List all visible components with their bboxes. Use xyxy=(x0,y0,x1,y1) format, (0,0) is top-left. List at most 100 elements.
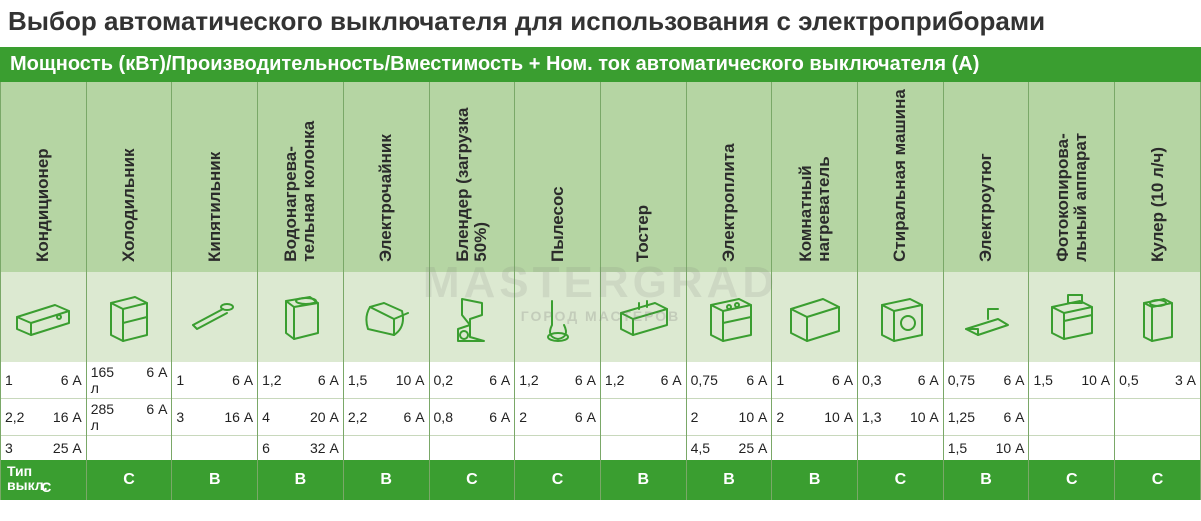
power-value xyxy=(1115,446,1157,450)
current-value xyxy=(1072,415,1114,419)
appliance-icon-cell xyxy=(1029,272,1115,362)
current-value xyxy=(472,446,514,450)
column-header: Холодильник xyxy=(86,82,172,272)
breaker-type: В xyxy=(772,460,858,500)
data-cell xyxy=(1029,436,1115,460)
current-value: 10 А xyxy=(900,407,942,427)
appliance-icon xyxy=(1,289,86,345)
data-cell: 2 10 А xyxy=(686,399,772,436)
current-value: 6 А xyxy=(472,370,514,390)
data-cell xyxy=(1115,399,1201,436)
power-value xyxy=(1115,415,1157,419)
column-label: Стиральная машина xyxy=(891,82,909,262)
type-row-label: Тип выкл. С xyxy=(1,460,87,500)
power-value: 6 xyxy=(258,438,300,458)
appliance-icon xyxy=(1115,289,1200,345)
appliance-icon-cell xyxy=(943,272,1029,362)
current-value: 6 А xyxy=(558,407,600,427)
appliance-icon-cell xyxy=(1,272,87,362)
current-value: 6 А xyxy=(643,370,685,390)
power-value xyxy=(858,446,900,450)
power-value: 2 xyxy=(772,407,814,427)
breaker-type: В xyxy=(600,460,686,500)
power-value: 165 л xyxy=(87,362,129,398)
current-value xyxy=(386,446,428,450)
power-value: 3 xyxy=(1,438,43,458)
breaker-type: С xyxy=(858,460,944,500)
power-value: 1,5 xyxy=(944,438,986,458)
data-cell: 1,5 10 А xyxy=(943,436,1029,460)
data-cell xyxy=(600,436,686,460)
current-value xyxy=(815,446,857,450)
column-label: Кондиционер xyxy=(33,82,53,262)
column-label: Водонагрева- тельная колонка xyxy=(283,82,319,262)
data-cell: 0,75 6 А xyxy=(686,362,772,399)
column-label: Кипятильник xyxy=(205,82,225,262)
breaker-type: С xyxy=(1029,460,1115,500)
appliance-icon xyxy=(430,289,515,345)
column-label: Блендер (загрузка 50%) xyxy=(454,82,490,262)
power-value xyxy=(601,446,643,450)
power-value: 1,5 xyxy=(344,370,386,390)
data-cell: 4 20 А xyxy=(258,399,344,436)
current-value xyxy=(129,446,171,450)
column-header: Тостер xyxy=(600,82,686,272)
page-title: Выбор автоматического выключателя для ис… xyxy=(0,0,1201,47)
data-cell xyxy=(600,399,686,436)
current-value: 6 А xyxy=(472,407,514,427)
data-cell: 1,2 6 А xyxy=(258,362,344,399)
breaker-type: В xyxy=(258,460,344,500)
power-value: 4 xyxy=(258,407,300,427)
data-cell: 4,5 25 А xyxy=(686,436,772,460)
column-label: Тостер xyxy=(633,82,653,262)
current-value: 6 А xyxy=(129,362,171,398)
breaker-type: В xyxy=(943,460,1029,500)
data-cell: 1 6 А xyxy=(172,362,258,399)
column-label: Фотокопирова- льный аппарат xyxy=(1054,82,1090,262)
column-header: Электроутюг xyxy=(943,82,1029,272)
data-cell: 6 32 А xyxy=(258,436,344,460)
appliance-icon-cell xyxy=(86,272,172,362)
appliance-icon xyxy=(344,289,429,345)
power-value: 0,2 xyxy=(430,370,472,390)
column-label: Электроутюг xyxy=(976,82,996,262)
appliance-icon xyxy=(601,289,686,345)
power-value: 0,8 xyxy=(430,407,472,427)
data-cell: 2,2 6 А xyxy=(343,399,429,436)
current-value: 6 А xyxy=(986,370,1028,390)
power-value: 2 xyxy=(515,407,557,427)
column-label: Кулер (10 л/ч) xyxy=(1148,82,1168,262)
appliance-icon-cell xyxy=(1115,272,1201,362)
appliance-icon xyxy=(172,289,257,345)
appliance-icon xyxy=(772,289,857,345)
power-value: 0,75 xyxy=(944,370,986,390)
current-value: 20 А xyxy=(300,407,342,427)
power-value: 1,2 xyxy=(258,370,300,390)
column-header: Кулер (10 л/ч) xyxy=(1115,82,1201,272)
current-value: 6 А xyxy=(815,370,857,390)
breaker-type: В xyxy=(172,460,258,500)
current-value xyxy=(900,446,942,450)
data-cell: 285 л 6 А xyxy=(86,399,172,436)
appliance-icon xyxy=(87,289,172,345)
power-value xyxy=(1029,415,1071,419)
data-cell: 1,25 6 А xyxy=(943,399,1029,436)
column-header: Кондиционер xyxy=(1,82,87,272)
current-value xyxy=(643,446,685,450)
current-value xyxy=(558,446,600,450)
power-value: 2,2 xyxy=(344,407,386,427)
current-value: 6 А xyxy=(986,407,1028,427)
current-value: 3 А xyxy=(1158,370,1200,390)
power-value xyxy=(87,446,129,450)
current-value: 6 А xyxy=(558,370,600,390)
current-value: 10 А xyxy=(386,370,428,390)
column-label: Электрочайник xyxy=(376,82,396,262)
column-header: Комнатный нагреватель xyxy=(772,82,858,272)
appliance-icon-cell xyxy=(258,272,344,362)
data-cell: 0,2 6 А xyxy=(429,362,515,399)
current-value xyxy=(643,415,685,419)
breaker-type: С xyxy=(86,460,172,500)
power-value xyxy=(344,446,386,450)
data-cell: 1,3 10 А xyxy=(858,399,944,436)
data-cell xyxy=(343,436,429,460)
